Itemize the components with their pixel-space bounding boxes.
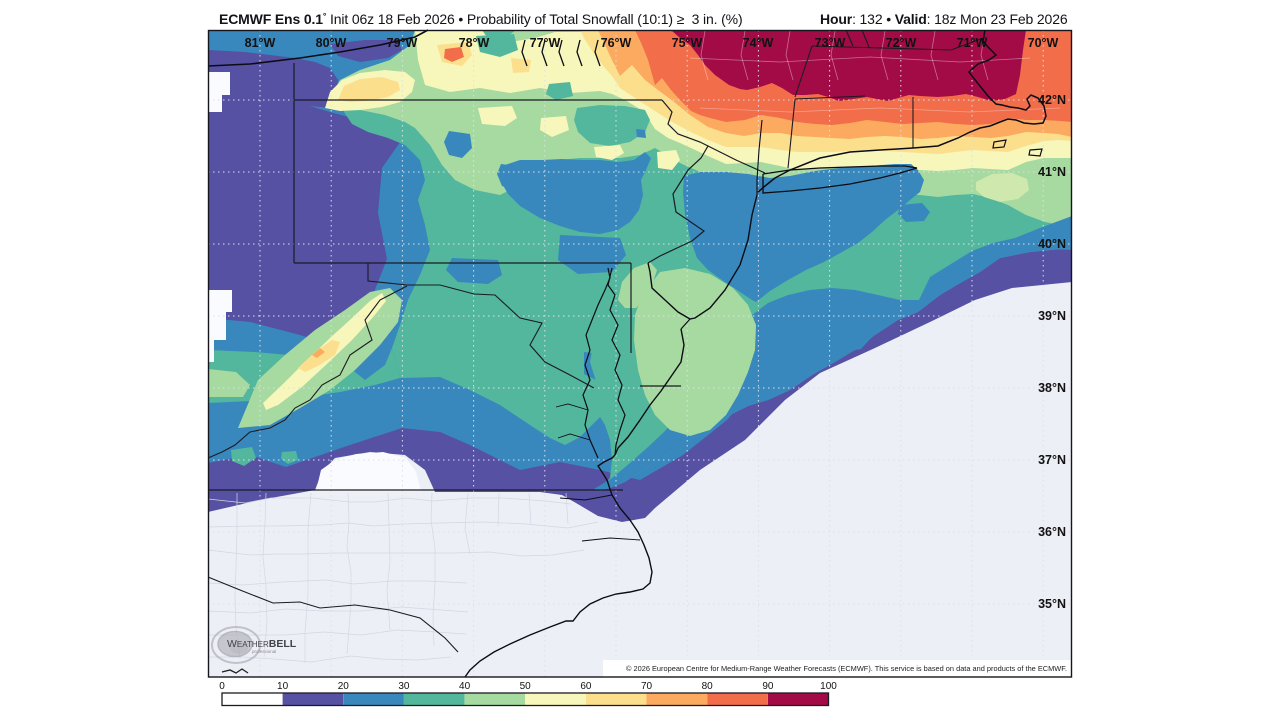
svg-text:73°W: 73°W — [815, 36, 846, 50]
svg-text:90: 90 — [762, 681, 774, 692]
svg-text:0: 0 — [219, 681, 225, 692]
svg-text:74°W: 74°W — [743, 36, 774, 50]
svg-text:81°W: 81°W — [245, 36, 276, 50]
svg-text:75°W: 75°W — [672, 36, 703, 50]
svg-text:80°W: 80°W — [316, 36, 347, 50]
svg-text:50: 50 — [520, 681, 532, 692]
svg-text:35°N: 35°N — [1038, 597, 1066, 611]
svg-text:70: 70 — [641, 681, 653, 692]
svg-text:72°W: 72°W — [886, 36, 917, 50]
svg-text:WEATHERBELL: WEATHERBELL — [227, 638, 297, 650]
svg-text:79°W: 79°W — [387, 36, 418, 50]
svg-text:71°W: 71°W — [957, 36, 988, 50]
svg-text:77°W: 77°W — [530, 36, 561, 50]
svg-text:37°N: 37°N — [1038, 453, 1066, 467]
svg-text:78°W: 78°W — [459, 36, 490, 50]
svg-text:© 2026 European Centre for Med: © 2026 European Centre for Medium-Range … — [626, 664, 1067, 673]
svg-text:10: 10 — [277, 681, 289, 692]
svg-text:70°W: 70°W — [1028, 36, 1059, 50]
svg-text:39°N: 39°N — [1038, 309, 1066, 323]
svg-text:76°W: 76°W — [601, 36, 632, 50]
svg-text:42°N: 42°N — [1038, 93, 1066, 107]
svg-text:41°N: 41°N — [1038, 165, 1066, 179]
svg-text:30: 30 — [398, 681, 410, 692]
svg-text:36°N: 36°N — [1038, 525, 1066, 539]
svg-text:38°N: 38°N — [1038, 381, 1066, 395]
svg-text:80: 80 — [702, 681, 714, 692]
svg-text:20: 20 — [338, 681, 350, 692]
svg-text:100: 100 — [820, 681, 837, 692]
svg-text:professional: professional — [252, 649, 276, 654]
svg-text:40: 40 — [459, 681, 471, 692]
svg-text:40°N: 40°N — [1038, 237, 1066, 251]
svg-text:60: 60 — [580, 681, 592, 692]
